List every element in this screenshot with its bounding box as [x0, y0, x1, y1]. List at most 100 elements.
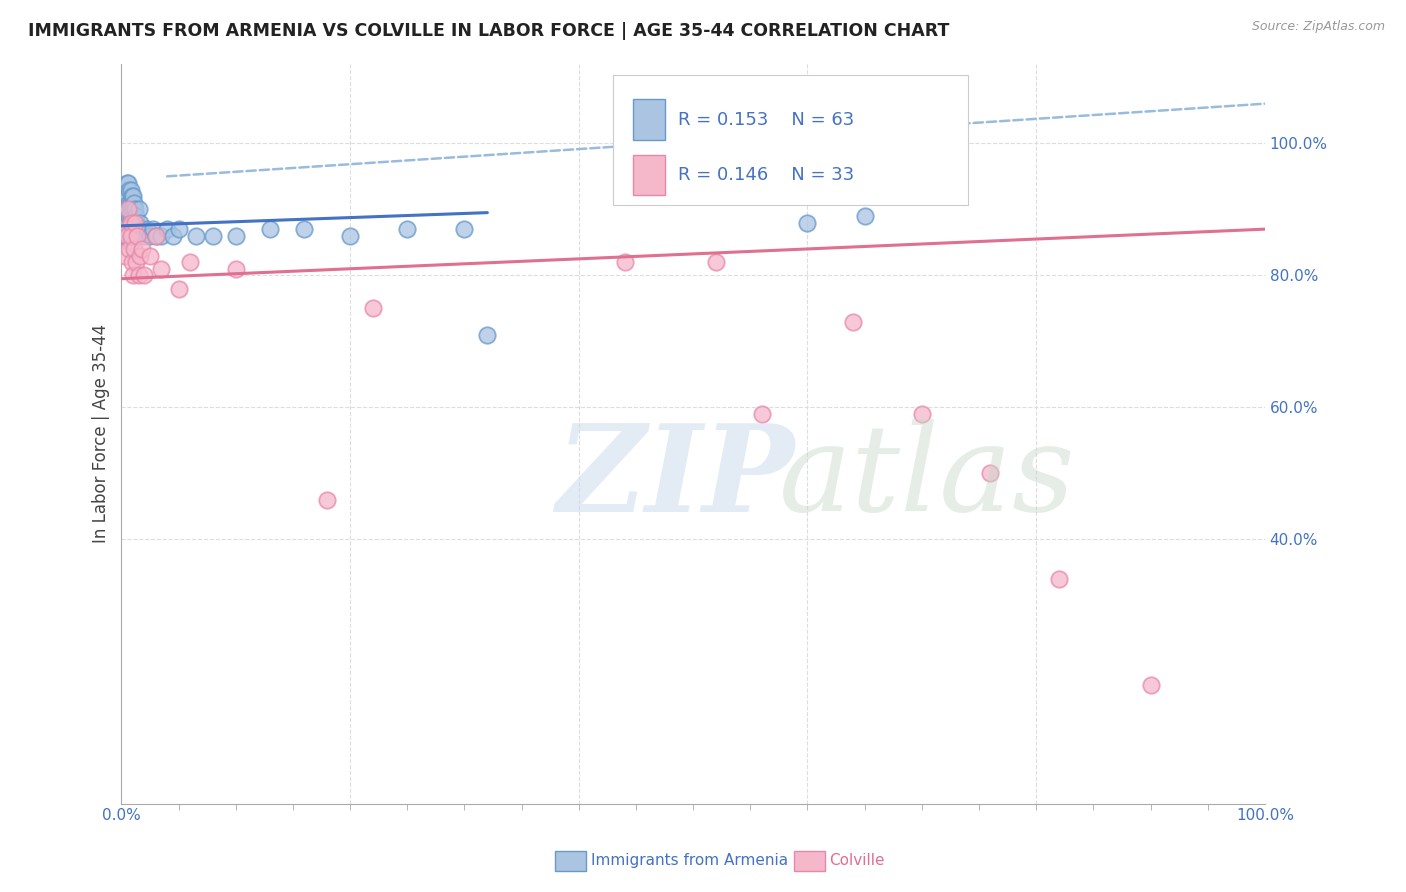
Point [179, 255, 201, 269]
Point [120, 182, 142, 196]
Point [135, 222, 157, 236]
Point [167, 222, 190, 236]
Point [120, 209, 142, 223]
Bar [633, 99, 665, 140]
Text: ZIP: ZIP [555, 419, 794, 538]
Point [131, 222, 153, 236]
Point [1047, 572, 1070, 586]
Point [115, 228, 138, 243]
Point [128, 222, 150, 236]
Point [796, 215, 818, 229]
Text: Colville: Colville [830, 854, 884, 868]
Point [117, 202, 139, 217]
Point [120, 215, 142, 229]
Point [853, 209, 876, 223]
Point [117, 215, 139, 229]
Point [120, 235, 142, 250]
Point [122, 209, 145, 223]
Point [842, 315, 865, 329]
Point [120, 222, 142, 236]
Point [316, 492, 339, 507]
Point [292, 222, 315, 236]
Text: IMMIGRANTS FROM ARMENIA VS COLVILLE IN LABOR FORCE | AGE 35-44 CORRELATION CHART: IMMIGRANTS FROM ARMENIA VS COLVILLE IN L… [28, 22, 949, 40]
Point [156, 222, 179, 236]
Point [128, 215, 150, 229]
Point [115, 202, 138, 217]
Point [118, 195, 141, 210]
Point [145, 228, 167, 243]
Point [613, 255, 636, 269]
Point [167, 282, 190, 296]
Point [751, 407, 773, 421]
Point [145, 228, 167, 243]
Point [115, 228, 138, 243]
Point [124, 215, 146, 229]
Point [704, 255, 727, 269]
Point [115, 215, 138, 229]
Point [139, 228, 162, 243]
Point [1139, 678, 1161, 692]
Point [150, 261, 173, 276]
Text: R = 0.146    N = 33: R = 0.146 N = 33 [678, 166, 855, 184]
Text: Immigrants from Armenia: Immigrants from Armenia [591, 854, 787, 868]
Point [128, 248, 150, 262]
Point [128, 268, 150, 283]
Point [124, 215, 146, 229]
Point [225, 228, 247, 243]
Point [115, 176, 138, 190]
Point [142, 222, 165, 236]
Text: atlas: atlas [779, 419, 1076, 537]
Point [121, 215, 143, 229]
Point [122, 202, 145, 217]
Y-axis label: In Labor Force | Age 35-44: In Labor Force | Age 35-44 [93, 325, 110, 543]
Point [118, 222, 141, 236]
Point [120, 195, 142, 210]
Point [124, 202, 146, 217]
Point [134, 228, 156, 243]
Point [201, 228, 224, 243]
Point [118, 242, 141, 256]
Point [122, 242, 145, 256]
Point [114, 248, 136, 262]
Point [114, 202, 136, 217]
Point [122, 195, 145, 210]
Point [117, 202, 139, 217]
Point [128, 202, 150, 217]
Point [115, 189, 138, 203]
Point [121, 255, 143, 269]
Point [120, 228, 142, 243]
Bar [633, 154, 665, 195]
Point [162, 228, 184, 243]
Point [259, 222, 281, 236]
Point [225, 261, 247, 276]
Point [121, 189, 143, 203]
Point [118, 182, 141, 196]
Text: Source: ZipAtlas.com: Source: ZipAtlas.com [1251, 20, 1385, 33]
Point [131, 242, 153, 256]
Point [115, 189, 138, 203]
Point [117, 228, 139, 243]
FancyBboxPatch shape [613, 75, 967, 204]
Point [117, 176, 139, 190]
Point [396, 222, 419, 236]
Text: R = 0.153    N = 63: R = 0.153 N = 63 [678, 111, 855, 128]
Point [117, 189, 139, 203]
Point [114, 215, 136, 229]
Point [477, 327, 499, 342]
Point [122, 228, 145, 243]
Point [125, 255, 148, 269]
Point [127, 228, 149, 243]
Point [115, 228, 138, 243]
Point [118, 209, 141, 223]
Point [979, 467, 1001, 481]
Point [114, 228, 136, 243]
Point [184, 228, 207, 243]
Point [115, 222, 138, 236]
Point [125, 209, 148, 223]
Point [134, 268, 156, 283]
Point [339, 228, 361, 243]
Point [125, 222, 148, 236]
Point [122, 215, 145, 229]
Point [115, 215, 138, 229]
Point [115, 202, 138, 217]
